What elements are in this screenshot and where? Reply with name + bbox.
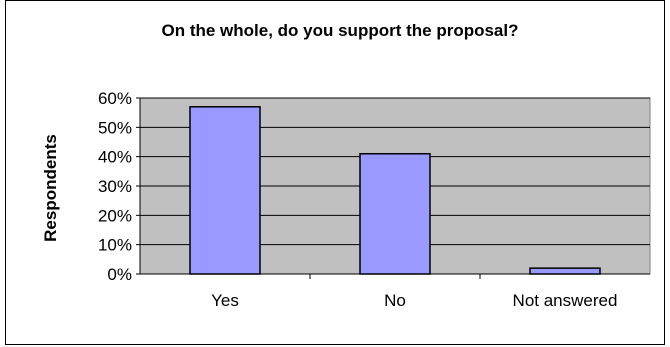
y-tick-label: 60%: [98, 89, 132, 108]
bars: [189, 106, 601, 275]
y-axis-ticks: 0% 10% 20% 30% 40% 50% 60%: [98, 89, 140, 284]
bar-yes: [189, 106, 261, 275]
y-tick-label: 20%: [98, 206, 132, 225]
x-tick-label: No: [384, 291, 406, 310]
y-tick-label: 0%: [107, 265, 132, 284]
x-axis-ticks: Yes No Not answered: [211, 274, 617, 310]
chart-title: On the whole, do you support the proposa…: [162, 21, 519, 40]
bar-no: [359, 152, 431, 275]
y-tick-label: 10%: [98, 236, 132, 255]
bar-not-answered: [529, 267, 601, 275]
y-tick-label: 30%: [98, 177, 132, 196]
y-tick-label: 40%: [98, 148, 132, 167]
x-tick-label: Not answered: [513, 291, 618, 310]
y-axis-label: Respondents: [41, 134, 60, 242]
y-tick-label: 50%: [98, 118, 132, 137]
x-tick-label: Yes: [211, 291, 239, 310]
